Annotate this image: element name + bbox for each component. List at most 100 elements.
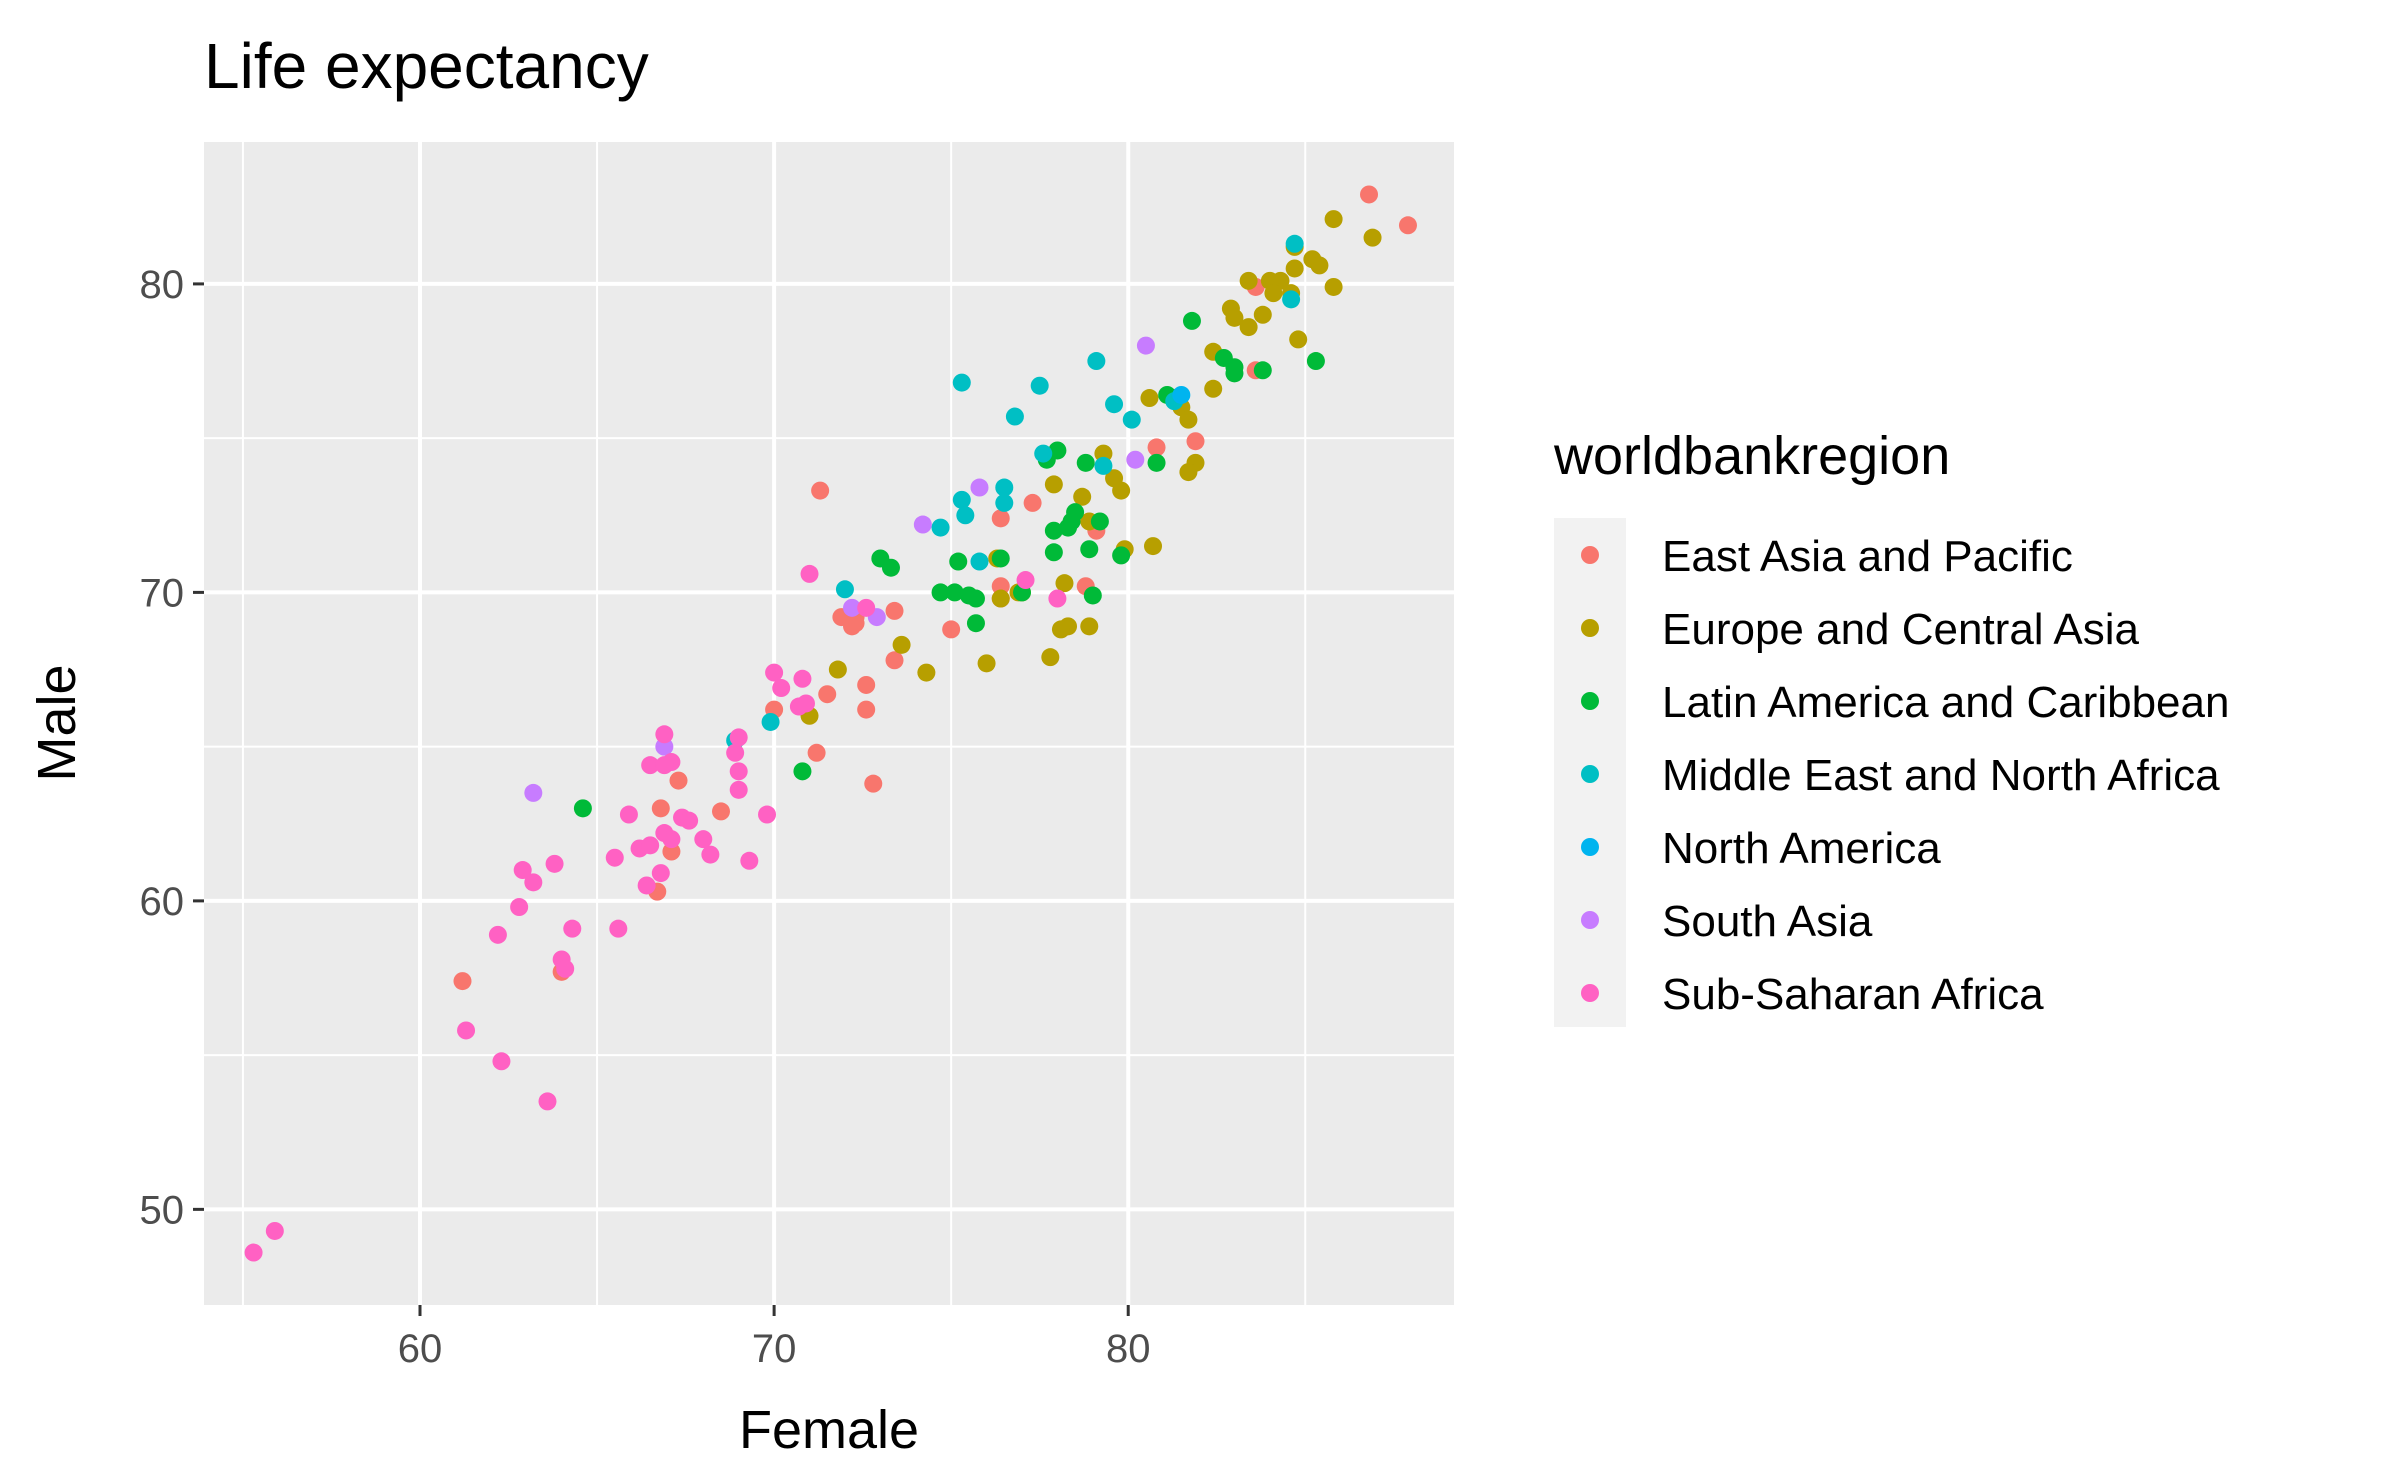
data-point-middle-east-and-north-africa — [956, 506, 975, 525]
legend-label: Sub-Saharan Africa — [1662, 970, 2044, 1019]
data-point-latin-america-and-caribbean — [1253, 361, 1272, 380]
data-point-europe-and-central-asia — [1144, 537, 1163, 556]
data-point-east-asia-and-pacific — [811, 481, 830, 500]
data-point-sub-saharan-africa — [1048, 589, 1067, 608]
data-point-europe-and-central-asia — [1179, 463, 1198, 482]
data-point-latin-america-and-caribbean — [793, 762, 812, 781]
data-point-middle-east-and-north-africa — [952, 373, 971, 392]
data-point-europe-and-central-asia — [1094, 444, 1113, 463]
legend-key — [1581, 546, 1599, 564]
data-point-middle-east-and-north-africa — [970, 552, 989, 571]
legend-label: East Asia and Pacific — [1662, 532, 2073, 581]
data-point-east-asia-and-pacific — [1398, 216, 1417, 235]
y-tick-label: 80 — [140, 263, 185, 307]
data-point-latin-america-and-caribbean — [1044, 521, 1063, 540]
data-point-sub-saharan-africa — [729, 762, 748, 781]
y-axis-ticks: 50 60 70 80 — [140, 263, 204, 1232]
data-point-east-asia-and-pacific — [942, 620, 961, 639]
data-point-latin-america-and-caribbean — [1112, 546, 1131, 565]
x-tick-label: 80 — [1106, 1327, 1151, 1371]
data-point-east-asia-and-pacific — [1147, 438, 1166, 457]
legend: worldbankregion East Asia and Pacific Eur… — [1553, 426, 2229, 1027]
data-point-europe-and-central-asia — [1324, 277, 1343, 296]
legend-key — [1581, 911, 1599, 929]
y-tick-label: 70 — [140, 571, 185, 615]
data-point-europe-and-central-asia — [1140, 389, 1159, 408]
data-point-europe-and-central-asia — [1080, 617, 1099, 636]
data-point-sub-saharan-africa — [637, 876, 656, 895]
data-point-south-asia — [1126, 450, 1145, 469]
data-point-europe-and-central-asia — [1239, 271, 1258, 290]
data-point-europe-and-central-asia — [1073, 487, 1092, 506]
data-point-latin-america-and-caribbean — [1182, 311, 1201, 330]
legend-label: North America — [1662, 824, 1941, 873]
data-point-south-asia — [970, 478, 989, 497]
data-point-sub-saharan-africa — [538, 1092, 557, 1111]
data-point-middle-east-and-north-africa — [761, 712, 780, 731]
data-point-europe-and-central-asia — [1264, 284, 1283, 303]
data-point-sub-saharan-africa — [1016, 571, 1035, 590]
data-point-sub-saharan-africa — [488, 925, 507, 944]
data-point-north-america — [1172, 385, 1191, 404]
data-point-europe-and-central-asia — [1041, 648, 1060, 667]
data-point-latin-america-and-caribbean — [1225, 364, 1244, 383]
legend-label: Latin America and Caribbean — [1662, 678, 2229, 727]
data-point-latin-america-and-caribbean — [573, 799, 592, 818]
data-point-latin-america-and-caribbean — [1059, 518, 1078, 537]
data-point-europe-and-central-asia — [991, 589, 1010, 608]
data-point-east-asia-and-pacific — [857, 675, 876, 694]
data-point-sub-saharan-africa — [726, 743, 745, 762]
major-gridlines — [204, 142, 1454, 1305]
data-point-middle-east-and-north-africa — [1285, 234, 1304, 253]
data-point-east-asia-and-pacific — [991, 577, 1010, 596]
data-point-latin-america-and-caribbean — [931, 583, 950, 602]
data-point-europe-and-central-asia — [1051, 620, 1070, 639]
data-point-middle-east-and-north-africa — [1105, 395, 1124, 414]
data-point-middle-east-and-north-africa — [995, 478, 1014, 497]
data-point-latin-america-and-caribbean — [966, 589, 985, 608]
data-point-east-asia-and-pacific — [669, 771, 688, 790]
data-point-latin-america-and-caribbean — [1076, 453, 1095, 472]
data-point-east-asia-and-pacific — [662, 842, 681, 861]
data-point-latin-america-and-caribbean — [949, 552, 968, 571]
data-point-sub-saharan-africa — [765, 663, 784, 682]
data-point-sub-saharan-africa — [796, 694, 815, 713]
data-point-sub-saharan-africa — [524, 873, 543, 892]
data-point-sub-saharan-africa — [265, 1221, 284, 1240]
data-point-sub-saharan-africa — [701, 845, 720, 864]
data-point-europe-and-central-asia — [892, 635, 911, 654]
data-point-sub-saharan-africa — [609, 919, 628, 938]
data-point-sub-saharan-africa — [457, 1021, 476, 1040]
data-point-sub-saharan-africa — [800, 564, 819, 583]
data-point-sub-saharan-africa — [556, 959, 575, 978]
data-point-east-asia-and-pacific — [453, 972, 472, 991]
data-point-east-asia-and-pacific — [818, 685, 837, 704]
legend-label: Middle East and North Africa — [1662, 751, 2220, 800]
data-point-europe-and-central-asia — [828, 660, 847, 679]
legend-label: Europe and Central Asia — [1662, 605, 2140, 654]
data-point-europe-and-central-asia — [1285, 259, 1304, 278]
data-point-sub-saharan-africa — [619, 805, 638, 824]
data-point-europe-and-central-asia — [1239, 318, 1258, 337]
data-point-latin-america-and-caribbean — [1044, 543, 1063, 562]
data-point-sub-saharan-africa — [772, 679, 791, 698]
data-point-south-asia — [843, 598, 862, 617]
x-axis-ticks: 60 70 80 — [398, 1305, 1151, 1371]
data-point-sub-saharan-africa — [545, 854, 564, 873]
legend-label: South Asia — [1662, 897, 1873, 946]
x-tick-label: 70 — [752, 1327, 797, 1371]
data-point-latin-america-and-caribbean — [1147, 453, 1166, 472]
data-point-east-asia-and-pacific — [864, 774, 883, 793]
chart-title: Life expectancy — [204, 30, 649, 102]
data-point-east-asia-and-pacific — [651, 799, 670, 818]
data-point-east-asia-and-pacific — [991, 509, 1010, 528]
data-point-sub-saharan-africa — [492, 1052, 511, 1071]
data-point-sub-saharan-africa — [729, 728, 748, 747]
y-axis-title: Male — [27, 664, 87, 781]
data-point-middle-east-and-north-africa — [1005, 407, 1024, 426]
data-point-south-asia — [524, 783, 543, 802]
data-point-sub-saharan-africa — [694, 830, 713, 849]
minor-gridlines — [204, 142, 1454, 1305]
data-point-europe-and-central-asia — [1055, 574, 1074, 593]
data-point-sub-saharan-africa — [641, 756, 660, 775]
